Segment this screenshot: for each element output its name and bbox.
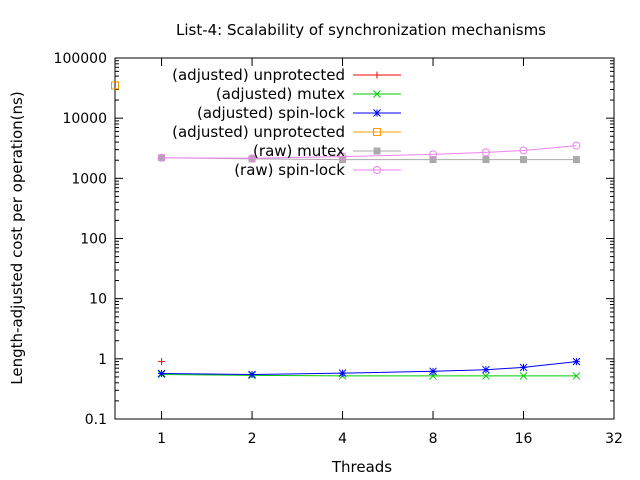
data-point xyxy=(482,365,490,374)
data-point xyxy=(429,150,438,159)
plot-frame xyxy=(114,57,615,420)
data-point xyxy=(429,156,437,164)
legend-label: (adjusted) unprotected xyxy=(172,66,345,84)
series-2 xyxy=(157,357,581,379)
axis-ticks: 1 2 4 8 16 32 0.1 1 10 100 1000 10000 100000 xyxy=(54,51,623,447)
chart-title: List-4: Scalability of synchronization m… xyxy=(176,21,546,39)
legend-label: (adjusted) mutex xyxy=(216,85,345,103)
data-point xyxy=(111,81,119,90)
data-point xyxy=(429,367,437,376)
y-tick-label: 1000 xyxy=(71,171,107,187)
data-point xyxy=(157,153,166,162)
legend-marker xyxy=(373,109,381,117)
data-point xyxy=(519,363,528,372)
legend-marker xyxy=(373,128,381,136)
y-tick-label: 100 xyxy=(80,232,107,248)
data-point xyxy=(248,370,256,379)
data-point xyxy=(572,141,581,150)
data-point xyxy=(157,369,166,378)
x-tick-label: 4 xyxy=(338,431,347,447)
data-point xyxy=(572,357,581,366)
y-tick-label: 10 xyxy=(89,292,107,308)
y-tick-label: 10000 xyxy=(62,111,107,127)
legend-marker xyxy=(373,147,381,155)
data-point xyxy=(572,156,580,164)
data-point xyxy=(572,372,581,380)
y-tick-label: 1 xyxy=(98,352,107,368)
legend-label: (adjusted) spin-lock xyxy=(197,104,345,122)
y-tick-label: 0.1 xyxy=(85,412,107,428)
legend-label: (adjusted) unprotected xyxy=(172,123,345,141)
series-layer xyxy=(111,81,581,380)
x-tick-label: 8 xyxy=(429,431,438,447)
series-line xyxy=(161,361,577,376)
data-point xyxy=(248,155,256,163)
data-point xyxy=(338,369,347,377)
series-5 xyxy=(157,141,581,163)
legend-marker xyxy=(373,166,381,174)
x-tick-label: 1 xyxy=(157,431,166,447)
data-point xyxy=(519,146,528,155)
legend-label: (raw) spin-lock xyxy=(234,161,345,179)
x-tick-label: 2 xyxy=(248,431,257,447)
series-0 xyxy=(158,358,166,366)
data-point xyxy=(520,156,528,164)
series-line xyxy=(161,145,577,159)
x-tick-label: 16 xyxy=(515,431,533,447)
legend-marker xyxy=(373,71,381,79)
series-line xyxy=(161,374,577,377)
series-3 xyxy=(111,81,119,90)
data-point xyxy=(158,358,166,366)
data-point xyxy=(482,372,490,380)
data-point xyxy=(482,156,490,164)
y-tick-label: 100000 xyxy=(54,51,107,67)
x-axis-label: Threads xyxy=(331,458,392,476)
data-point xyxy=(248,154,257,163)
legend: (adjusted) unprotected(adjusted) mutex(a… xyxy=(172,66,401,179)
legend-label: (raw) mutex xyxy=(253,142,345,160)
data-point xyxy=(338,152,347,161)
data-point xyxy=(481,148,490,157)
y-axis-label: Length-adjusted cost per operation(ns) xyxy=(8,91,26,384)
x-tick-label: 32 xyxy=(605,431,623,447)
legend-marker xyxy=(373,90,381,98)
data-point xyxy=(519,372,528,380)
data-point xyxy=(158,154,166,162)
